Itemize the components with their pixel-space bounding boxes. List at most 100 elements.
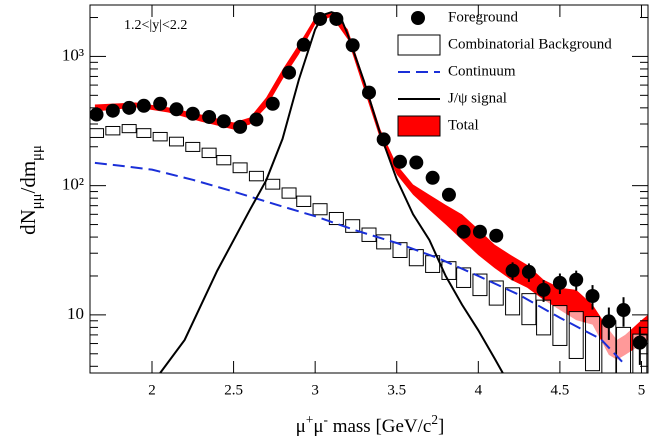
data-point bbox=[505, 263, 520, 278]
label-part: μ bbox=[313, 416, 323, 437]
data-point bbox=[313, 11, 328, 26]
data-point bbox=[536, 282, 551, 297]
x-axis-label: μ+μ- mass [GeV/c2] bbox=[296, 412, 445, 438]
background-box bbox=[136, 128, 152, 138]
background-box bbox=[265, 178, 281, 190]
data-point bbox=[265, 96, 280, 111]
background-box bbox=[456, 267, 472, 288]
background-box bbox=[232, 162, 248, 174]
data-point bbox=[441, 187, 456, 202]
background-box bbox=[296, 195, 312, 207]
label-part: mass [GeV/c bbox=[328, 416, 431, 437]
data-point bbox=[521, 264, 536, 279]
background-box bbox=[505, 287, 521, 316]
label-part: dN bbox=[16, 209, 40, 235]
background-box bbox=[121, 124, 137, 134]
legend-label: Total bbox=[448, 117, 479, 133]
data-point bbox=[409, 155, 424, 170]
data-point bbox=[456, 224, 471, 239]
label-part: - bbox=[324, 412, 328, 427]
background-box bbox=[392, 242, 408, 258]
data-point bbox=[282, 65, 297, 80]
y-tick-label: 10³ bbox=[62, 45, 84, 64]
x-tick-label: 4 bbox=[475, 382, 483, 398]
background-box bbox=[90, 128, 105, 138]
label-part: μμ bbox=[29, 145, 45, 161]
x-tick-label: 4.5 bbox=[551, 382, 570, 398]
plot-area bbox=[90, 11, 648, 373]
annotation: 1.2<|y|<2.2 bbox=[124, 18, 187, 33]
data-point bbox=[233, 119, 248, 134]
data-point bbox=[185, 106, 200, 121]
background-box bbox=[216, 155, 232, 166]
data-point bbox=[489, 228, 504, 243]
data-point bbox=[122, 100, 137, 115]
data-point bbox=[249, 112, 264, 127]
legend-symbol bbox=[397, 115, 441, 137]
data-point bbox=[345, 38, 360, 53]
background-box bbox=[552, 305, 568, 346]
background-box bbox=[281, 187, 297, 199]
data-point bbox=[569, 272, 584, 287]
background-box bbox=[361, 227, 377, 242]
data-point bbox=[632, 335, 647, 350]
legend-symbol bbox=[397, 34, 441, 56]
background-box bbox=[408, 249, 424, 267]
x-tick-label: 5 bbox=[638, 382, 646, 398]
data-point bbox=[202, 109, 217, 124]
data-point bbox=[601, 314, 616, 329]
background-box bbox=[152, 131, 168, 142]
y-tick-label: 10² bbox=[62, 175, 84, 194]
background-box bbox=[585, 316, 601, 372]
data-point bbox=[376, 132, 391, 147]
y-axis-label: dNμμ/dmμμ bbox=[16, 145, 46, 235]
background-box bbox=[185, 141, 201, 152]
background-box bbox=[248, 170, 264, 182]
data-point bbox=[472, 224, 487, 239]
data-point bbox=[216, 114, 231, 129]
data-point bbox=[393, 154, 407, 169]
background-box bbox=[312, 203, 328, 216]
data-point bbox=[169, 102, 184, 117]
legend: Foreground Combinatorial Background Contin… bbox=[397, 9, 612, 137]
data-point bbox=[552, 275, 567, 290]
label-part: + bbox=[306, 412, 314, 427]
legend-label: J/ψ signal bbox=[448, 90, 507, 106]
label-part: /dm bbox=[16, 161, 40, 194]
label-part: 2 bbox=[431, 412, 438, 427]
background-box bbox=[568, 311, 584, 359]
x-tick-label: 2 bbox=[148, 382, 156, 398]
data-point bbox=[329, 11, 344, 26]
data-point bbox=[153, 96, 168, 111]
background-box bbox=[488, 280, 504, 306]
curve bbox=[159, 11, 504, 373]
data-point bbox=[105, 103, 120, 118]
label-part: μμ bbox=[29, 193, 45, 209]
background-box bbox=[168, 136, 184, 147]
x-tick-label: 3 bbox=[311, 382, 319, 398]
data-point bbox=[136, 98, 151, 113]
data-point bbox=[296, 37, 311, 52]
label-part: μ bbox=[296, 416, 306, 437]
data-point bbox=[585, 288, 600, 303]
plot-frame bbox=[89, 4, 649, 374]
background-box bbox=[616, 326, 632, 373]
legend-label: Continuum bbox=[448, 63, 516, 79]
background-box bbox=[201, 147, 217, 159]
axes: 2 2.5 3 3.5 4 4.5 5 10 10² 10³ bbox=[62, 5, 648, 398]
background-box bbox=[105, 125, 121, 136]
data-point bbox=[616, 303, 631, 318]
data-point bbox=[425, 170, 440, 185]
x-tick-label: 2.5 bbox=[224, 382, 243, 398]
y-tick-label: 10 bbox=[67, 304, 84, 323]
legend-symbol bbox=[411, 11, 425, 25]
x-tick-label: 3.5 bbox=[387, 382, 406, 398]
data-point bbox=[90, 107, 104, 122]
legend-label: Foreground bbox=[448, 9, 518, 25]
legend-label: Combinatorial Background bbox=[448, 36, 612, 52]
curve bbox=[94, 161, 626, 366]
data-point bbox=[362, 85, 376, 100]
